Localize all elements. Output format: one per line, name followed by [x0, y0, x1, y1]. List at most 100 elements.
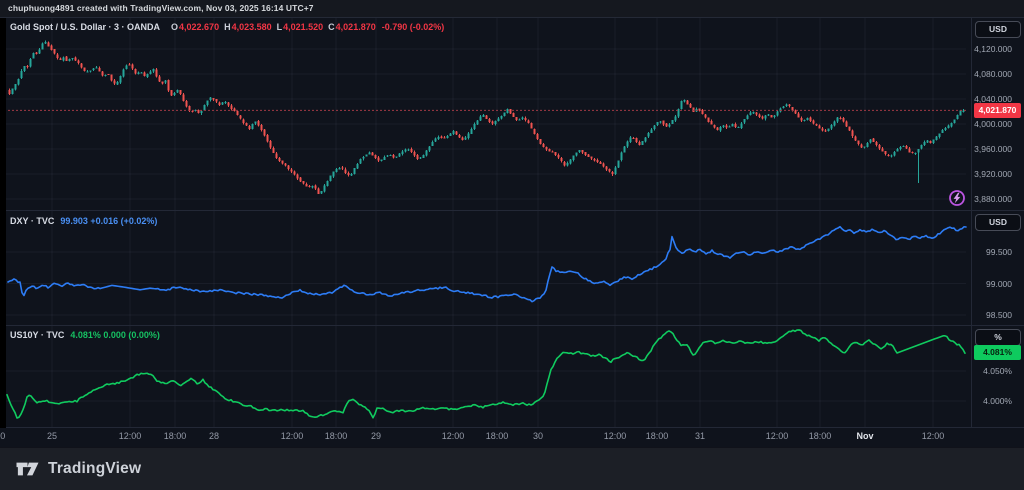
candle-body	[272, 147, 275, 154]
pane-gold: Gold Spot / U.S. Dollar · 3 · OANDA O4,02…	[0, 18, 1024, 211]
candle-body	[62, 57, 65, 61]
candle-body	[179, 90, 182, 95]
candle-body	[917, 149, 920, 153]
attribution-text: chuphuong4891 created with TradingView.c…	[8, 3, 314, 13]
candle-body	[209, 97, 212, 100]
candle-body	[242, 119, 245, 124]
candle-body	[170, 89, 173, 96]
candle-body	[677, 108, 680, 117]
candle-body	[215, 99, 218, 102]
candle-body	[185, 101, 188, 107]
current-price-label: 4,021.870	[974, 102, 1021, 118]
candle-body	[545, 147, 548, 150]
branding-bar: TradingView	[0, 447, 1024, 490]
candle-body	[809, 117, 812, 121]
time-axis[interactable]: 18:00 25 12:00 18:00 28 12:00 18:00 29 12:00 18:0…	[0, 428, 1024, 447]
candle-body	[74, 57, 77, 61]
time-tick-label: 18:00	[163, 431, 187, 441]
candle-body	[149, 71, 152, 74]
candle-body	[119, 76, 122, 83]
candle-body	[533, 128, 536, 134]
candle-body	[893, 151, 896, 156]
candle-body	[527, 120, 530, 123]
candle-body	[347, 172, 350, 175]
candle-body	[137, 72, 140, 74]
candle-body	[422, 154, 425, 159]
candle-body	[458, 134, 461, 138]
candle-body	[929, 141, 932, 144]
candle-body	[902, 146, 905, 148]
candle-body	[161, 81, 164, 84]
candle-body	[455, 131, 458, 135]
candle-body	[317, 188, 320, 194]
candle-body	[110, 74, 113, 81]
candle-body	[704, 114, 707, 118]
candle-body	[743, 119, 746, 123]
currency-unit-button[interactable]: USD	[975, 214, 1021, 231]
candle-body	[620, 152, 623, 161]
price-axis-gold[interactable]: USD 4,120.000 4,080.000 4,040.000 4,000.000…	[971, 18, 1024, 210]
candle-body	[275, 153, 278, 158]
candle-body	[173, 93, 176, 96]
candle-body	[851, 130, 854, 137]
time-tick-label: 29	[370, 431, 382, 441]
currency-unit-button[interactable]: USD	[975, 21, 1021, 38]
candle-body	[587, 154, 590, 157]
candle-body	[689, 104, 692, 108]
candlestick-chart[interactable]	[0, 18, 971, 210]
candle-body	[530, 122, 533, 129]
candle-body	[728, 126, 731, 128]
candle-body	[203, 104, 206, 111]
candle-body	[218, 102, 221, 105]
candle-body	[848, 126, 851, 131]
candle-body	[407, 149, 410, 151]
candle-body	[650, 129, 653, 133]
candle-body	[410, 149, 413, 152]
candle-body	[524, 118, 527, 121]
candle-body	[551, 151, 554, 153]
percent-unit-button[interactable]: %	[975, 329, 1021, 346]
time-tick-label: 18:00	[645, 431, 669, 441]
candle-body	[749, 112, 752, 116]
candle-body	[428, 146, 431, 151]
candle-body	[497, 118, 500, 122]
candle-body	[386, 155, 389, 157]
price-tick-label: 99.500	[986, 247, 1012, 257]
us10y-line-chart[interactable]	[0, 326, 971, 427]
candle-body	[32, 53, 35, 59]
time-tick-label: 12:00	[921, 431, 945, 441]
candle-body	[320, 191, 323, 194]
candle-body	[47, 42, 50, 47]
candle-body	[719, 127, 722, 131]
candle-body	[926, 140, 929, 143]
price-axis-dxy[interactable]: USD 99.500 99.000 98.500	[971, 211, 1024, 325]
candle-body	[770, 114, 773, 118]
candle-body	[554, 151, 557, 155]
price-tick-label: 3,960.000	[974, 144, 1012, 154]
candle-body	[332, 171, 335, 177]
candle-body	[227, 102, 230, 106]
candle-body	[815, 123, 818, 126]
symbol-title: DXY · TVC	[10, 216, 55, 226]
price-tick-label: 4,080.000	[974, 69, 1012, 79]
candle-body	[233, 108, 236, 112]
candle-body	[470, 129, 473, 134]
candle-body	[632, 138, 635, 140]
candle-body	[830, 124, 833, 129]
candle-body	[548, 149, 551, 152]
candle-body	[758, 114, 761, 117]
dxy-line-chart[interactable]	[0, 211, 971, 325]
candle-body	[86, 71, 89, 73]
candle-body	[437, 136, 440, 139]
boost-icon[interactable]	[948, 189, 966, 207]
price-axis-us10y[interactable]: % 4.050% 4.000% 4.081%	[971, 326, 1024, 427]
candle-body	[515, 117, 518, 120]
candle-body	[182, 94, 185, 102]
candle-body	[350, 174, 353, 176]
candle-body	[356, 163, 359, 169]
candle-body	[281, 160, 284, 164]
price-tick-label: 3,920.000	[974, 169, 1012, 179]
candle-body	[230, 105, 233, 109]
candle-body	[761, 116, 764, 119]
candle-body	[641, 141, 644, 145]
